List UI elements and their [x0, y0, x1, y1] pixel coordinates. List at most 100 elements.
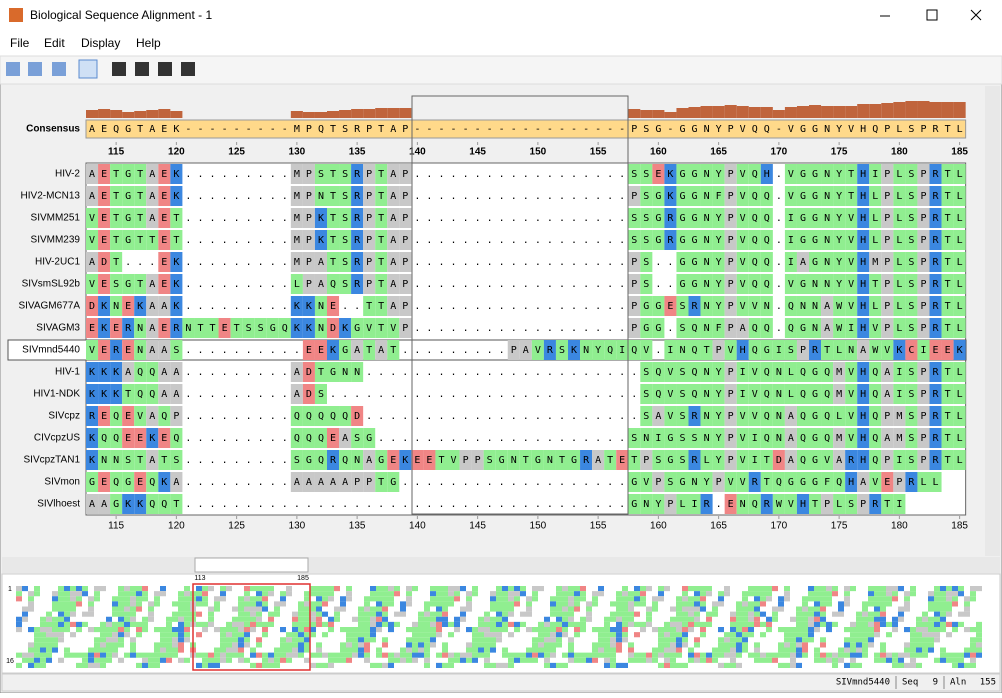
- residue-cell: [917, 252, 930, 272]
- maximize-button[interactable]: [926, 9, 938, 21]
- tool-button[interactable]: [135, 62, 149, 76]
- menu-item[interactable]: File: [10, 36, 30, 50]
- tool-button[interactable]: [181, 62, 195, 76]
- overview-cell: [436, 652, 442, 658]
- residue-cell: [170, 186, 183, 206]
- close-button[interactable]: [970, 9, 982, 21]
- overview-cell: [634, 586, 640, 592]
- overview-cell: [730, 627, 736, 633]
- overview-cell: [88, 611, 94, 617]
- residue-cell: [893, 318, 906, 338]
- conservation-bar: [772, 110, 785, 118]
- overview-cell: [334, 657, 340, 663]
- overview-cell: [244, 632, 250, 638]
- residue-cell: [724, 494, 737, 514]
- residue-cell: [784, 186, 797, 206]
- residue-cell: [664, 208, 677, 228]
- overview-cell: [772, 606, 778, 612]
- overview-cell: [244, 616, 250, 622]
- overview-cell: [490, 642, 496, 648]
- residue-cell: [339, 186, 352, 206]
- menu-item[interactable]: Edit: [44, 36, 65, 50]
- ruler-label: 140: [409, 521, 426, 532]
- overview-cell: [316, 596, 322, 602]
- residue-cell: [833, 186, 846, 206]
- overview-cell: [112, 596, 118, 602]
- tool-button[interactable]: [112, 62, 126, 76]
- overview-cell: [472, 647, 478, 653]
- overview-cell: [874, 621, 880, 627]
- overview-cell: [208, 586, 214, 592]
- tool-button[interactable]: [28, 62, 42, 76]
- residue-cell: [857, 494, 870, 514]
- scroll-thumb[interactable]: [194, 557, 309, 573]
- overview-cell: [754, 647, 760, 653]
- residue-cell: [796, 406, 809, 426]
- overview-cell: [280, 637, 286, 643]
- menu-item[interactable]: Help: [136, 36, 161, 50]
- overview-cell: [310, 627, 316, 633]
- overview-cell: [304, 596, 310, 602]
- overview-cell: [934, 616, 940, 622]
- tool-button[interactable]: [6, 62, 20, 76]
- overview-cell: [772, 616, 778, 622]
- residue-cell: [158, 384, 171, 404]
- overview-cell: [712, 657, 718, 663]
- overview-cell: [490, 632, 496, 638]
- overview-cell: [616, 596, 622, 602]
- overview-cell: [694, 652, 700, 658]
- overview-cell: [910, 632, 916, 638]
- overview-cell: [610, 601, 616, 607]
- overview-cell: [124, 586, 130, 592]
- residue-cell: [664, 362, 677, 382]
- residue-cell: [640, 494, 653, 514]
- overview-cell: [526, 652, 532, 658]
- overview-cell: [592, 627, 598, 633]
- residue-cell: [724, 406, 737, 426]
- vertical-scrollbar[interactable]: [985, 86, 1000, 556]
- overview-cell: [916, 662, 922, 668]
- overview-cell: [526, 647, 532, 653]
- overview-cell: [544, 652, 550, 658]
- overview-cell: [202, 657, 208, 663]
- horizontal-scrollbar[interactable]: [2, 557, 1000, 573]
- overview-cell: [490, 601, 496, 607]
- residue-cell: [134, 428, 147, 448]
- residue-cell: [845, 428, 858, 448]
- residue-cell: [700, 384, 713, 404]
- ruler-label: 155: [590, 521, 607, 532]
- overview-cell: [424, 642, 430, 648]
- overview-cell: [592, 642, 598, 648]
- residue-cell: [447, 450, 460, 470]
- residue-cell: [399, 252, 412, 272]
- sequence-residues: GEQGEQKA.........AAAAAPPTG..............…: [89, 477, 939, 488]
- overview-cell: [646, 652, 652, 658]
- overview-cell: [466, 601, 472, 607]
- overview-cell: [256, 591, 262, 597]
- overview-cell: [952, 662, 958, 668]
- residue-cell: [821, 186, 834, 206]
- overview-cell: [490, 591, 496, 597]
- tool-button[interactable]: [52, 62, 66, 76]
- overview-cell: [268, 662, 274, 668]
- overview-cell: [772, 652, 778, 658]
- overview-cell: [274, 647, 280, 653]
- overview-cell: [448, 596, 454, 602]
- overview-cell: [628, 606, 634, 612]
- tool-button[interactable]: [78, 59, 98, 79]
- menu-item[interactable]: Display: [81, 36, 120, 50]
- overview-cell: [370, 637, 376, 643]
- residue-cell: [327, 428, 340, 448]
- tool-button[interactable]: [158, 62, 172, 76]
- overview-cell: [892, 652, 898, 658]
- overview-cell: [844, 652, 850, 658]
- residue-cell: [146, 450, 159, 470]
- overview-cell: [454, 586, 460, 592]
- overview-cell: [208, 616, 214, 622]
- overview-cell: [286, 647, 292, 653]
- overview-cell: [640, 596, 646, 602]
- overview-cell: [586, 657, 592, 663]
- overview-cell: [112, 627, 118, 633]
- overview-cell: [802, 647, 808, 653]
- residue-cell: [857, 274, 870, 294]
